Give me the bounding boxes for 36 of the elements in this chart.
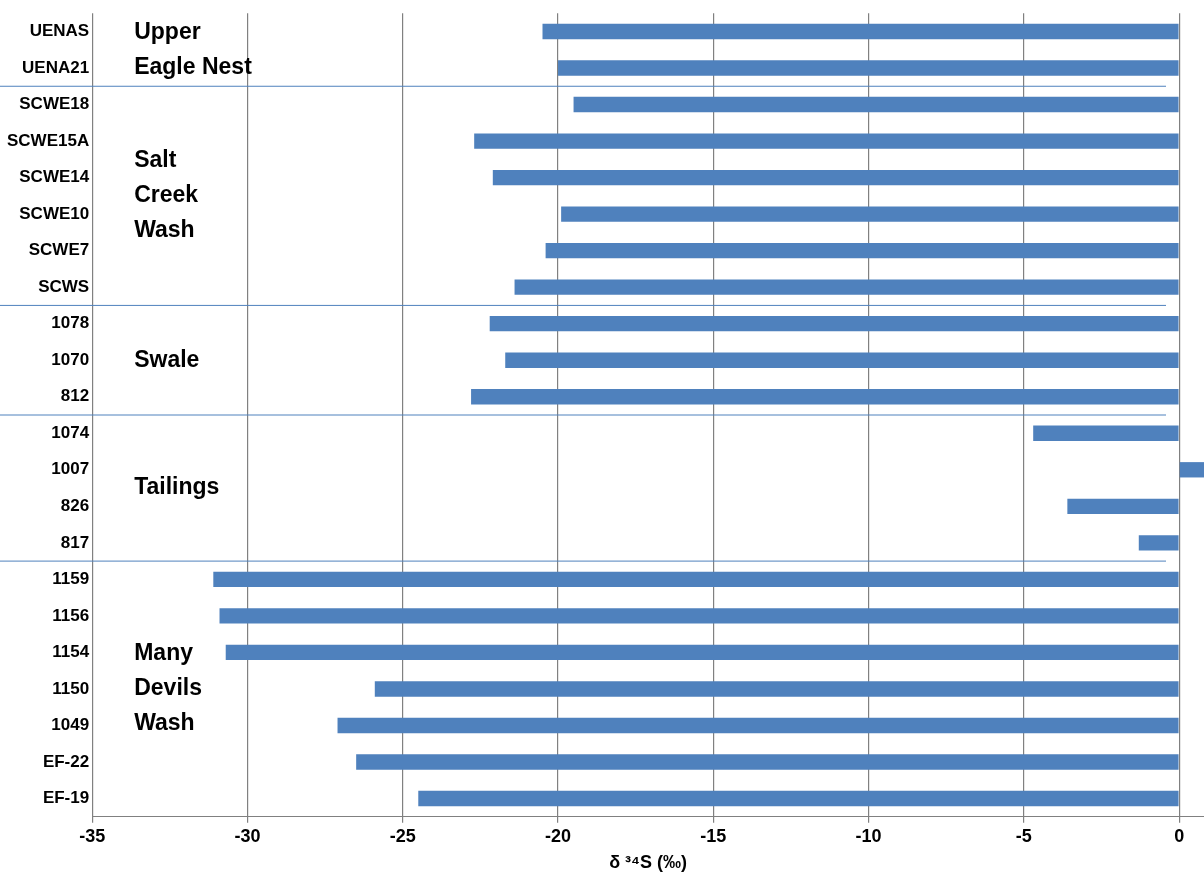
- y-tick-label: 1159: [52, 569, 90, 589]
- x-tick-label: -5: [1015, 825, 1032, 846]
- x-tick-label: 0: [1174, 825, 1185, 846]
- annotation: Many Devils Wash: [134, 639, 202, 736]
- annotation: Salt Creek Wash: [134, 146, 199, 243]
- y-tick-label: SCWE18: [19, 94, 90, 114]
- y-tick-label: 1007: [51, 459, 90, 479]
- x-tick-label: -25: [389, 825, 416, 846]
- y-tick-label: SCWE15A: [7, 130, 90, 150]
- y-tick-label: UENA21: [22, 57, 90, 77]
- x-tick-label: -10: [855, 825, 882, 846]
- x-axis-title: δ ³⁴S (‰): [609, 852, 687, 873]
- annotation: Swale: [134, 345, 200, 372]
- y-tick-label: SCWS: [38, 276, 90, 296]
- y-tick-label: 1049: [51, 715, 90, 735]
- y-tick-label: 1156: [52, 605, 90, 625]
- x-tick-label: -30: [234, 825, 261, 846]
- y-tick-label: 812: [60, 386, 90, 406]
- y-tick-label: 826: [60, 496, 90, 516]
- annotation: Tailings: [134, 473, 220, 500]
- annotation: Upper Eagle Nest: [134, 17, 253, 79]
- y-tick-label: SCWE7: [28, 240, 90, 260]
- y-tick-label: 1074: [51, 422, 90, 442]
- y-tick-label: 1154: [52, 642, 90, 662]
- y-tick-label: EF-19: [42, 788, 90, 808]
- x-tick-label: -35: [79, 825, 106, 846]
- y-tick-label: SCWE10: [19, 203, 90, 223]
- x-tick-label: -20: [545, 825, 572, 846]
- y-tick-label: 817: [60, 532, 90, 552]
- y-tick-label: 1070: [51, 349, 90, 369]
- y-tick-label: 1078: [51, 313, 90, 333]
- y-tick-label: EF-22: [42, 751, 90, 771]
- y-tick-label: UENAS: [29, 21, 90, 41]
- y-tick-label: SCWE14: [19, 167, 90, 187]
- y-tick-label: 1150: [52, 678, 90, 698]
- x-tick-label: -15: [700, 825, 727, 846]
